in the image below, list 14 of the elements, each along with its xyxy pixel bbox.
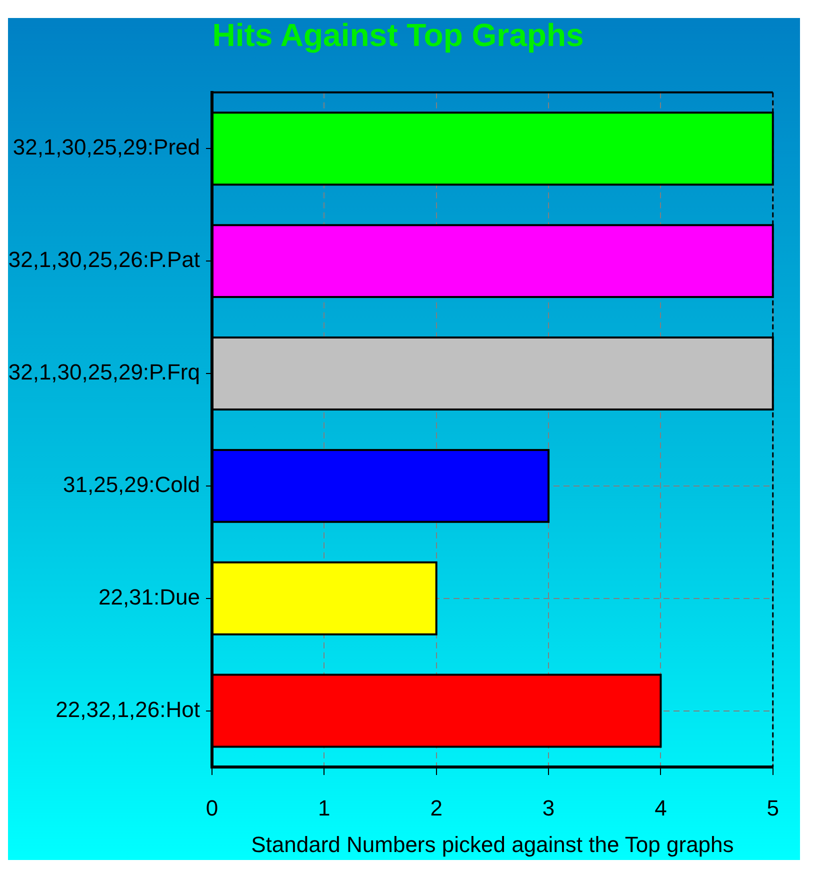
y-tick-label: 32,1,30,25,29:P.Frq: [8, 360, 200, 385]
x-tick-label: 0: [206, 795, 218, 820]
y-tick-label: 31,25,29:Cold: [63, 472, 200, 497]
x-tick-label: 1: [318, 795, 330, 820]
x-tick-label: 5: [766, 795, 780, 820]
chart-title: Hits Against Top Graphs: [212, 17, 584, 54]
y-tick-label: 32,1,30,25,29:Pred: [12, 134, 200, 160]
y-tick-label: 22,32,1,26:Hot: [56, 696, 200, 722]
y-tick-label: 32,1,30,25,26:P.Pat: [8, 247, 200, 272]
y-tick-label: 22,31:Due: [98, 584, 200, 610]
x-axis-title: Standard Numbers picked against the Top graphs: [251, 832, 734, 857]
x-tick-label: 2: [430, 795, 442, 820]
x-tick-label: 4: [654, 795, 667, 820]
x-tick-label: 3: [542, 795, 555, 820]
